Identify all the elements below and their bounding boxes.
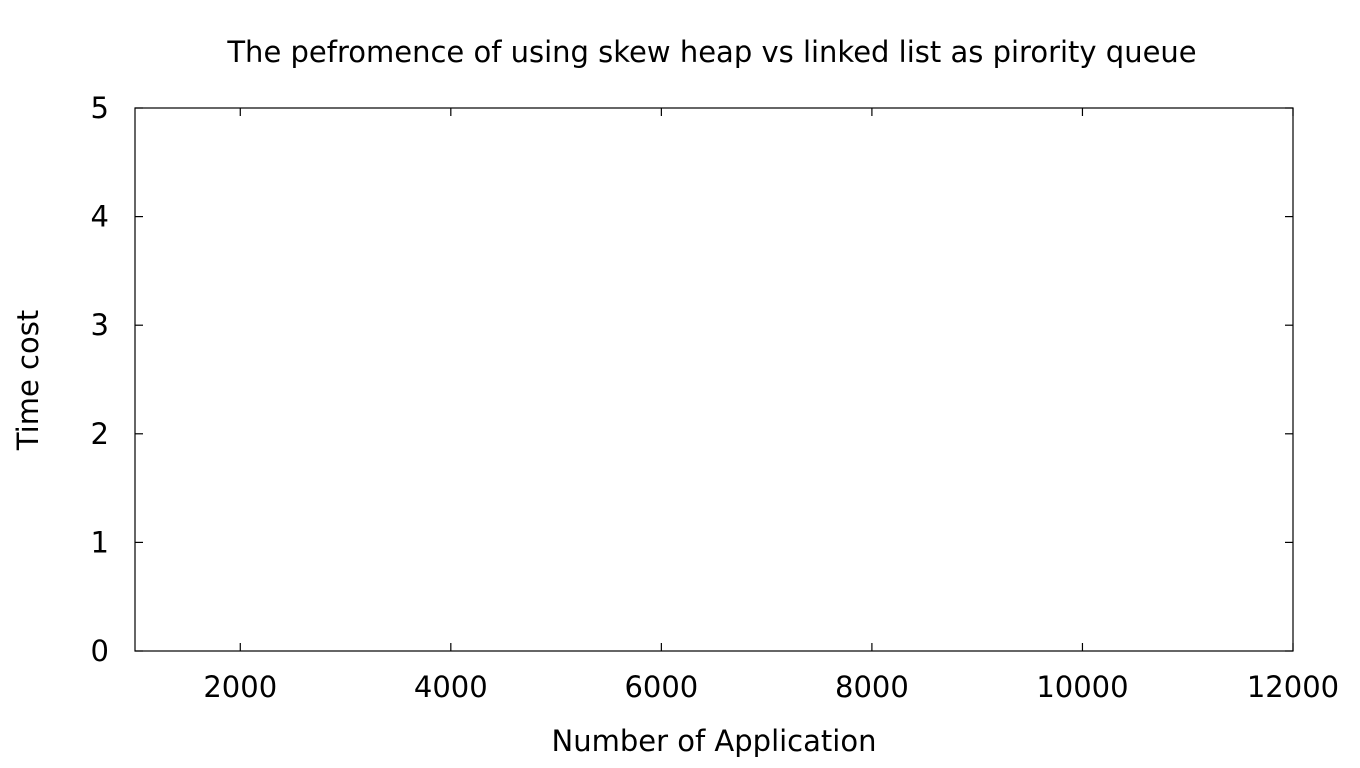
plot-frame bbox=[134, 107, 1294, 652]
x-tick-label: 4000 bbox=[414, 670, 488, 704]
y-tick-labels: 0 1 2 3 4 5 bbox=[91, 91, 109, 668]
y-tick-label: 0 bbox=[91, 634, 109, 668]
x-tick-label: 10000 bbox=[1036, 670, 1128, 704]
y-tick-label: 3 bbox=[91, 308, 109, 342]
x-tick-label: 6000 bbox=[624, 670, 698, 704]
x-axis-label: Number of Application bbox=[552, 724, 877, 758]
chart-title: The pefromence of using skew heap vs lin… bbox=[226, 35, 1196, 69]
tick-marks bbox=[135, 107, 1294, 652]
y-tick-label: 2 bbox=[91, 417, 109, 451]
y-tick-label: 1 bbox=[91, 525, 109, 559]
x-tick-label: 8000 bbox=[835, 670, 909, 704]
y-axis-label: Time cost bbox=[11, 310, 45, 451]
y-tick-label: 4 bbox=[91, 200, 109, 234]
y-tick-label: 5 bbox=[91, 91, 109, 125]
x-tick-label: 12000 bbox=[1247, 670, 1339, 704]
x-tick-label: 2000 bbox=[203, 670, 277, 704]
x-tick-labels: 2000 4000 6000 8000 10000 12000 bbox=[203, 670, 1339, 704]
